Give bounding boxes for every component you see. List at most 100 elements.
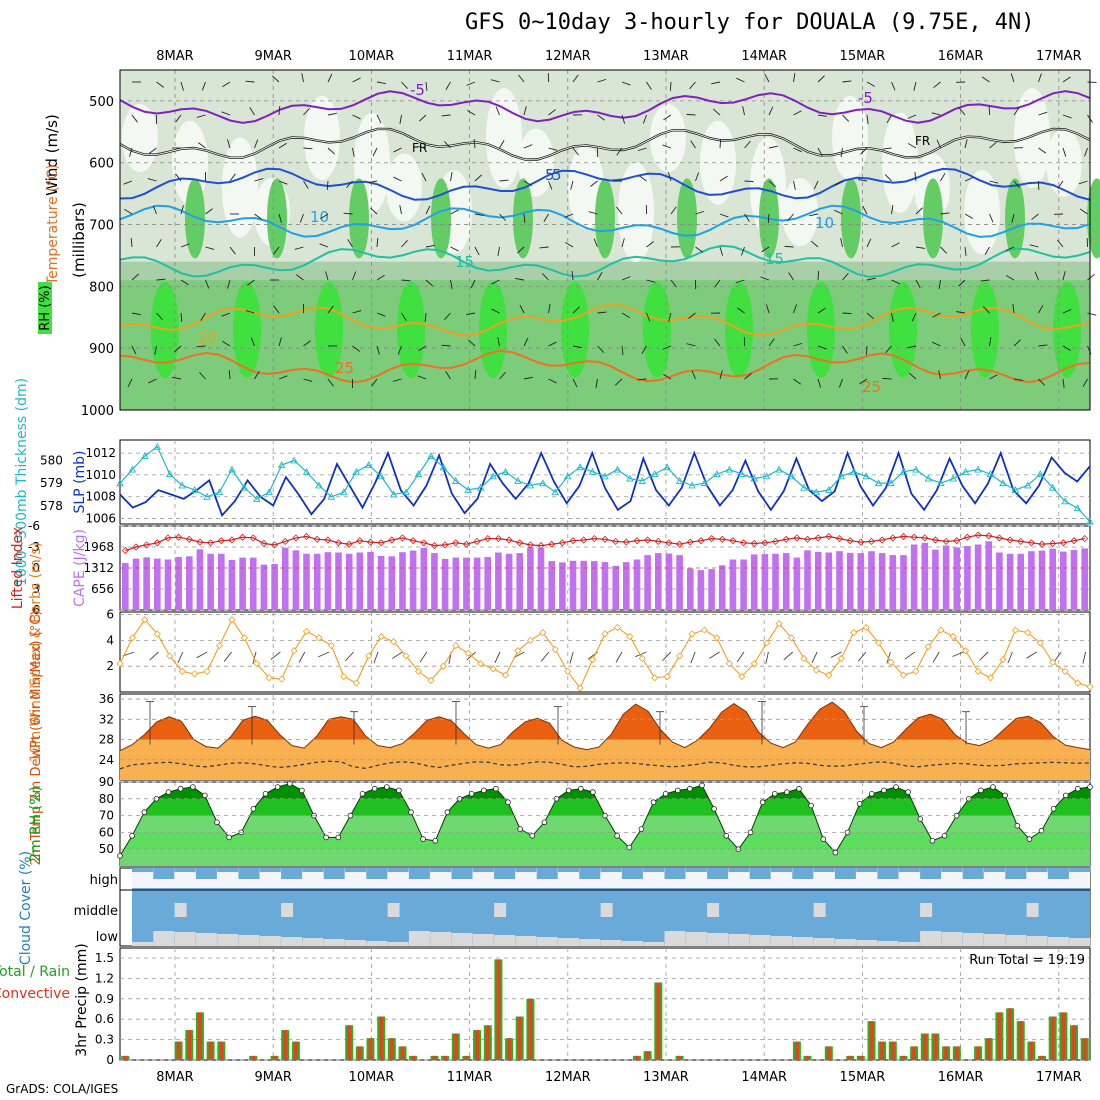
wind-barb xyxy=(817,378,822,388)
cape-bar xyxy=(1049,548,1056,610)
cape-bar xyxy=(313,553,321,610)
low-cloud-gap xyxy=(877,941,899,946)
wind-speed-point xyxy=(1074,679,1082,687)
wind-barb xyxy=(523,106,527,116)
wind-speed-point xyxy=(912,667,920,675)
low-cloud-gap xyxy=(856,940,878,946)
temp-tick-label: 36 xyxy=(99,692,114,706)
li-point xyxy=(985,532,993,540)
wind-speed-point xyxy=(228,616,236,624)
high-cloud-bar xyxy=(941,868,963,872)
high-cloud-bar xyxy=(685,868,707,872)
mid-cloud-gap xyxy=(707,903,720,917)
low-cloud-gap xyxy=(494,935,516,946)
date-label-bottom: 14MAR xyxy=(741,1070,787,1085)
wind-speed-point xyxy=(128,634,136,642)
wind-barb xyxy=(303,147,313,150)
li-point xyxy=(633,537,641,545)
surface-wind-barb xyxy=(662,651,672,661)
high-cloud-bar xyxy=(281,868,303,879)
li-point xyxy=(143,541,151,549)
thickness-point xyxy=(738,470,746,478)
precip-convective-bar xyxy=(507,1038,512,1060)
wind-barb xyxy=(932,341,941,347)
li-point xyxy=(878,536,886,544)
pressure-tick-label: 700 xyxy=(89,219,114,234)
cape-bar xyxy=(697,570,705,610)
thickness-point xyxy=(626,474,634,482)
rh-point xyxy=(905,789,911,795)
thickness-point xyxy=(725,465,734,473)
li-point xyxy=(121,546,129,555)
thickness-point xyxy=(862,472,870,480)
wind-barb xyxy=(1057,180,1064,189)
li-point xyxy=(153,539,161,547)
wind-barb xyxy=(497,337,500,347)
wind-barb xyxy=(907,143,917,149)
rh-dry-patch xyxy=(650,104,686,172)
cape-bar xyxy=(281,547,289,610)
low-cloud-gap xyxy=(834,939,856,946)
wind-barb xyxy=(376,81,386,85)
cloud-row-label: middle xyxy=(74,904,118,919)
wind-barb xyxy=(278,180,288,185)
wind-tick-label: 6 xyxy=(106,608,114,622)
thickness-point xyxy=(215,488,224,496)
wind-barb xyxy=(131,312,141,316)
rh-point xyxy=(1087,784,1093,790)
cape-bar xyxy=(985,541,992,610)
wind-speed-point xyxy=(862,623,870,632)
mid-cloud-gap xyxy=(600,903,613,917)
precip-convective-bar xyxy=(869,1021,874,1060)
high-cloud-bar xyxy=(920,868,942,879)
precip-convective-bar xyxy=(635,1055,639,1060)
low-cloud-gap xyxy=(920,931,942,946)
wind-barb xyxy=(542,273,549,281)
wind-barb xyxy=(417,145,427,149)
rh-point xyxy=(893,784,899,790)
precip-convective-bar xyxy=(1061,1012,1066,1060)
date-label-top: 9MAR xyxy=(254,49,291,64)
thickness-point xyxy=(986,470,995,478)
wind-barb xyxy=(445,81,451,90)
wind-barb xyxy=(1038,147,1047,154)
low-cloud-gap xyxy=(600,940,622,946)
li-point xyxy=(793,534,801,542)
rh-point xyxy=(396,787,402,794)
wind-barb xyxy=(474,246,480,256)
cape-bar xyxy=(782,553,790,610)
contour-label: 5 xyxy=(545,166,555,184)
wind-speed-point xyxy=(290,647,298,655)
thickness-slp-panel-frame xyxy=(119,439,1091,525)
wind-barb xyxy=(1013,107,1020,116)
date-label-bottom: 12MAR xyxy=(545,1070,591,1085)
wind-barb xyxy=(227,279,231,289)
wind-barb xyxy=(228,369,231,380)
wind-barb xyxy=(1062,76,1071,83)
rh-moist-plume xyxy=(513,178,533,259)
temperature-contour xyxy=(119,167,1091,201)
wind-speed-point xyxy=(203,667,211,675)
li-point xyxy=(462,540,470,548)
thickness-point xyxy=(576,463,584,471)
wind-barb xyxy=(768,338,775,347)
wind-barb xyxy=(376,274,385,281)
surface-wind-barb xyxy=(1053,651,1062,662)
high-cloud-bar xyxy=(494,868,516,879)
mid-cloud-gap xyxy=(1026,903,1039,917)
wind-barb xyxy=(474,369,477,380)
wind-barb xyxy=(156,312,163,320)
cape-bar xyxy=(932,549,939,610)
wind-barb xyxy=(768,180,777,188)
surface-wind-barb xyxy=(569,651,574,664)
wind-speed-point xyxy=(489,665,497,673)
cape-bar xyxy=(441,558,449,610)
wind-barb xyxy=(915,279,921,289)
precip-convective-bar xyxy=(187,1030,192,1060)
rh-saturated-plume xyxy=(479,281,507,378)
rh-moist-plume xyxy=(595,178,615,259)
wind-barb xyxy=(891,279,900,285)
wind-barb xyxy=(425,81,428,91)
wind-barb xyxy=(327,378,334,387)
thickness-point xyxy=(539,479,547,487)
